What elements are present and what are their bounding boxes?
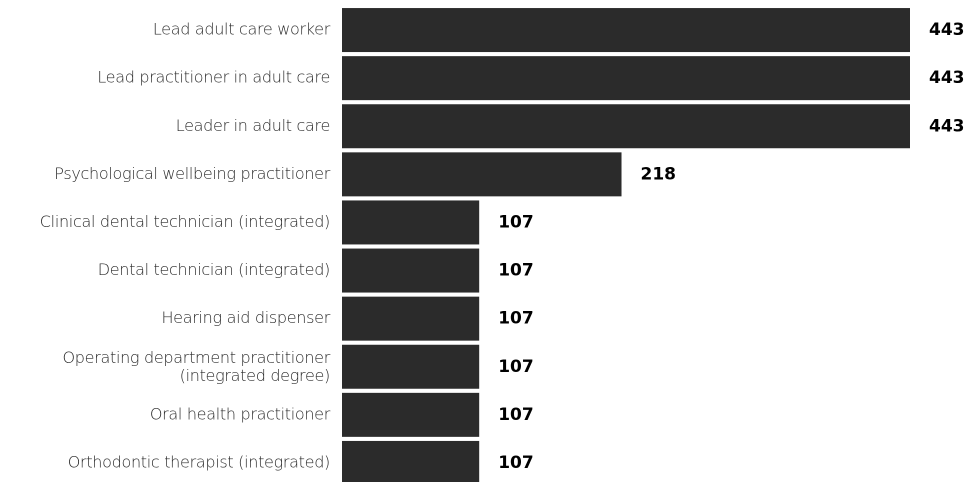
value-label: 107	[498, 405, 534, 425]
category-label: Orthodontic therapist (integrated)	[68, 452, 330, 471]
category-label: Leader in adult care	[176, 116, 330, 135]
bar	[342, 440, 480, 482]
value-label: 107	[498, 453, 534, 473]
category-label: Lead adult care worker	[153, 20, 331, 39]
bar	[342, 152, 622, 197]
category-label: Hearing aid dispenser	[161, 308, 330, 327]
category-label: Psychological wellbeing practitioner	[54, 164, 330, 183]
value-label: 107	[498, 357, 534, 377]
value-label: 107	[498, 212, 534, 232]
bar	[342, 344, 480, 389]
category-label: Lead practitioner in adult care	[97, 68, 330, 87]
bar	[342, 296, 480, 341]
category-label: Operating department practitioner (integr…	[63, 347, 331, 384]
bar	[342, 200, 480, 245]
bar	[342, 56, 910, 101]
bar	[342, 392, 480, 437]
value-label: 107	[498, 261, 534, 281]
category-label: Dental technician (integrated)	[98, 260, 330, 279]
bar	[342, 8, 910, 53]
category-label: Clinical dental technician (integrated)	[40, 212, 330, 231]
bar	[342, 104, 910, 149]
value-label: 443	[929, 116, 965, 136]
value-label: 107	[498, 309, 534, 329]
category-label: Oral health practitioner	[150, 404, 331, 423]
bar	[342, 248, 480, 293]
value-label: 443	[929, 68, 965, 88]
value-label: 218	[641, 164, 677, 184]
value-label: 443	[929, 20, 965, 40]
